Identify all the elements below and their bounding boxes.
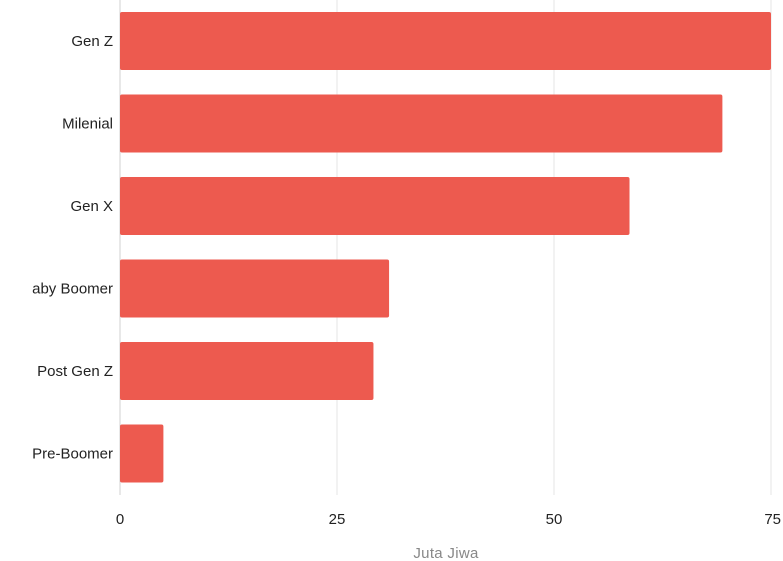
x-tick-label: 75 [764,511,781,528]
bar-pre-boomer[interactable] [120,424,164,483]
gridlines [119,0,772,495]
category-label: aby Boomer [32,281,113,298]
x-axis-title: Juta Jiwa [413,545,479,561]
bar-aby-boomer[interactable] [120,259,390,318]
category-label: Gen X [70,198,113,215]
category-label: Pre-Boomer [32,446,113,463]
bar-post-gen-z[interactable] [120,342,374,400]
category-label: Milenial [62,116,113,133]
bar-gen-x[interactable] [120,177,630,235]
category-label: Gen Z [71,33,113,50]
bar-gen-z[interactable] [120,12,771,70]
bar-milenial[interactable] [120,94,723,153]
x-tick-label: 0 [116,511,124,528]
bars [120,12,771,483]
x-tick-label: 50 [546,511,563,528]
x-tick-labels: 0 25 50 75 [116,511,781,528]
category-label: Post Gen Z [37,363,113,380]
category-labels: Gen Z Milenial Gen X aby Boomer Post Gen Z Pr… [32,33,113,463]
x-tick-label: 25 [329,511,346,528]
